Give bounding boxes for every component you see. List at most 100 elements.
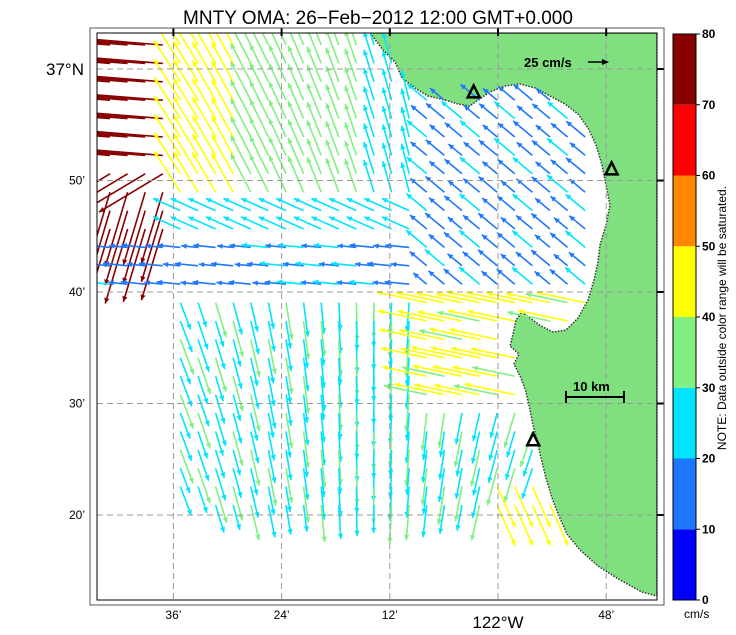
current-vector — [249, 99, 270, 138]
current-vector — [97, 173, 129, 194]
current-vector — [496, 232, 516, 249]
current-vector — [268, 44, 287, 83]
current-vector — [306, 64, 322, 101]
current-vector — [97, 38, 163, 46]
current-vector — [302, 320, 311, 360]
current-vector — [145, 243, 163, 249]
current-vector — [546, 137, 569, 157]
current-vector — [285, 302, 294, 340]
current-vector — [187, 216, 216, 230]
current-vector — [568, 251, 586, 267]
current-vector — [348, 279, 375, 285]
current-vector — [435, 291, 480, 304]
current-vector — [250, 468, 259, 496]
current-vector — [285, 320, 293, 349]
colorbar-note: NOTE: Data outside color range will be s… — [715, 186, 729, 450]
current-vector — [241, 242, 269, 249]
current-vector — [97, 113, 146, 120]
current-vector — [381, 197, 410, 212]
current-vector — [328, 197, 357, 212]
current-vector — [267, 302, 276, 330]
current-vector — [232, 320, 245, 358]
current-vector — [462, 251, 481, 267]
current-vector — [454, 468, 463, 499]
current-vector — [346, 197, 375, 212]
current-vector — [216, 280, 234, 286]
current-vector — [325, 157, 340, 193]
current-vector — [428, 160, 445, 175]
current-vector — [214, 357, 227, 392]
current-vector — [153, 40, 182, 83]
current-vector — [97, 173, 146, 204]
current-vector — [97, 60, 128, 65]
current-vector — [394, 382, 445, 396]
current-vector — [210, 261, 234, 267]
current-vector — [211, 115, 234, 156]
current-vector — [268, 118, 287, 156]
current-vector — [249, 80, 270, 119]
current-vector — [191, 41, 217, 83]
current-vector — [197, 467, 211, 504]
current-vector — [306, 120, 322, 156]
colorbar-segment — [673, 458, 696, 530]
current-vector — [197, 302, 208, 328]
current-vector — [400, 106, 410, 138]
current-vector — [214, 449, 226, 479]
current-vector — [250, 320, 260, 355]
current-vector — [172, 132, 199, 175]
current-vector — [424, 175, 445, 193]
current-vector — [232, 504, 242, 531]
current-vector — [197, 320, 209, 350]
current-vector — [459, 156, 481, 175]
current-vector — [344, 140, 358, 175]
current-vector — [97, 58, 146, 65]
current-vector — [230, 43, 252, 83]
current-vector — [447, 180, 463, 193]
current-vector — [157, 243, 181, 249]
current-vector — [481, 197, 498, 212]
current-vector — [443, 268, 463, 285]
current-vector — [232, 394, 242, 422]
current-vector — [302, 357, 310, 392]
current-vector — [534, 161, 551, 175]
current-vector — [179, 431, 193, 462]
current-vector — [122, 191, 146, 266]
current-vector — [97, 78, 128, 83]
current-vector — [267, 468, 278, 506]
current-vector — [514, 486, 534, 528]
current-vector — [311, 216, 340, 230]
lat-tick-label: 30’ — [69, 397, 85, 411]
current-vector — [462, 214, 481, 230]
current-vector — [214, 339, 226, 370]
current-vector — [211, 42, 234, 83]
current-vector — [172, 77, 199, 120]
current-vector — [197, 339, 210, 373]
current-vector — [428, 197, 445, 212]
current-vector — [415, 291, 463, 304]
current-vector — [179, 357, 192, 385]
current-vector — [351, 33, 358, 46]
current-vector — [553, 253, 569, 267]
current-vector — [450, 346, 498, 359]
current-vector — [463, 104, 481, 120]
current-vector — [467, 309, 515, 322]
current-vector — [549, 195, 569, 212]
current-vector — [250, 412, 259, 441]
current-vector — [344, 103, 358, 138]
current-vector — [214, 375, 225, 402]
colorbar-segment — [673, 34, 696, 105]
current-vector — [211, 97, 234, 138]
current-vector — [191, 115, 217, 156]
current-vector-field — [97, 33, 586, 546]
current-vector — [306, 101, 322, 138]
current-vector — [267, 431, 276, 461]
current-vector — [531, 139, 551, 157]
current-vector — [565, 120, 586, 138]
current-vector — [455, 449, 463, 477]
current-vector — [171, 33, 182, 46]
current-vector — [325, 121, 340, 156]
current-vector — [104, 228, 129, 304]
current-vector — [276, 279, 304, 285]
current-vector — [261, 33, 270, 46]
current-vector — [264, 279, 287, 286]
